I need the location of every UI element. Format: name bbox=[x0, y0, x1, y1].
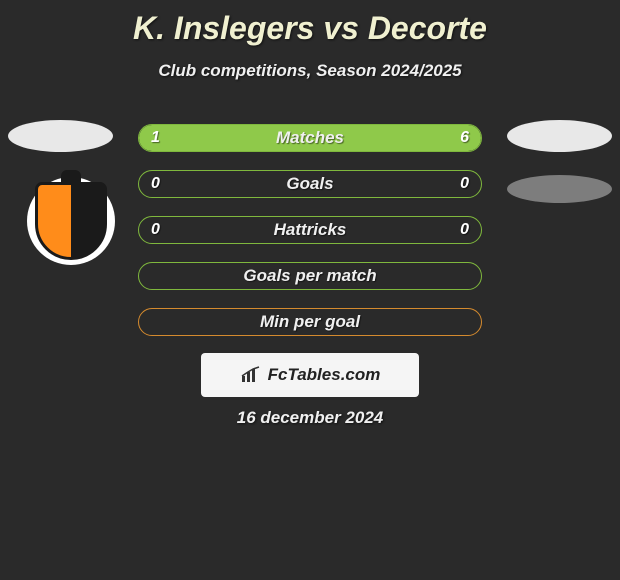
stats-container: 16Matches 00Goals 00Hattricks Goals per mat… bbox=[138, 124, 482, 354]
player-badge-right bbox=[507, 120, 612, 152]
watermark: FcTables.com bbox=[201, 353, 419, 397]
page-title: K. Inslegers vs Decorte bbox=[0, 0, 620, 47]
club-logo-right bbox=[507, 175, 612, 203]
stat-label: Min per goal bbox=[139, 312, 481, 332]
stat-row: Min per goal bbox=[138, 308, 482, 336]
stat-label: Matches bbox=[139, 128, 481, 148]
date-text: 16 december 2024 bbox=[0, 408, 620, 428]
club-logo-left bbox=[27, 177, 115, 265]
stat-row: 16Matches bbox=[138, 124, 482, 152]
stat-row: Goals per match bbox=[138, 262, 482, 290]
player-badge-left bbox=[8, 120, 113, 152]
chart-icon bbox=[240, 366, 262, 384]
stat-row: 00Goals bbox=[138, 170, 482, 198]
stat-row: 00Hattricks bbox=[138, 216, 482, 244]
club-shield-icon bbox=[35, 182, 107, 260]
stat-label: Goals per match bbox=[139, 266, 481, 286]
watermark-text: FcTables.com bbox=[268, 365, 381, 385]
stat-label: Hattricks bbox=[139, 220, 481, 240]
subtitle: Club competitions, Season 2024/2025 bbox=[0, 61, 620, 81]
stat-label: Goals bbox=[139, 174, 481, 194]
